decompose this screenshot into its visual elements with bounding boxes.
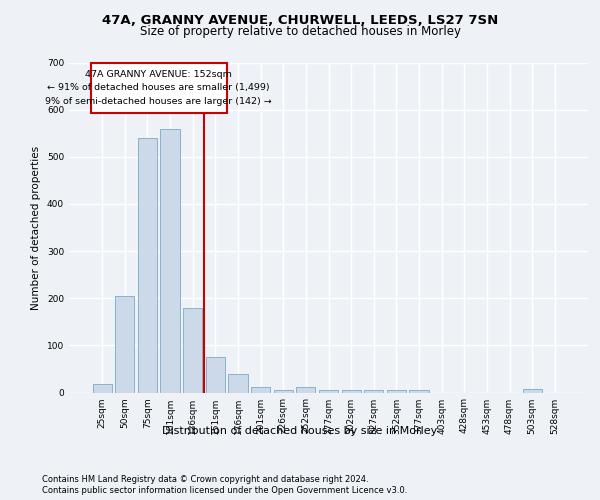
Bar [92, 384, 112, 392]
Text: Contains HM Land Registry data © Crown copyright and database right 2024.: Contains HM Land Registry data © Crown c… [42, 475, 368, 484]
FancyBboxPatch shape [91, 62, 227, 114]
Bar [341, 390, 361, 392]
Bar [138, 138, 157, 392]
Bar [183, 308, 202, 392]
Text: Contains public sector information licensed under the Open Government Licence v3: Contains public sector information licen… [42, 486, 407, 495]
Text: 47A GRANNY AVENUE: 152sqm
← 91% of detached houses are smaller (1,499)
9% of sem: 47A GRANNY AVENUE: 152sqm ← 91% of detac… [46, 70, 272, 106]
Bar [274, 390, 293, 392]
Bar [296, 387, 316, 392]
Bar [523, 388, 542, 392]
Text: 47A, GRANNY AVENUE, CHURWELL, LEEDS, LS27 7SN: 47A, GRANNY AVENUE, CHURWELL, LEEDS, LS2… [102, 14, 498, 27]
Text: Distribution of detached houses by size in Morley: Distribution of detached houses by size … [163, 426, 437, 436]
Bar [387, 390, 406, 392]
Bar [364, 390, 383, 392]
Bar [251, 387, 270, 392]
Bar [160, 128, 180, 392]
Bar [115, 296, 134, 392]
Bar [319, 390, 338, 392]
Text: Size of property relative to detached houses in Morley: Size of property relative to detached ho… [139, 25, 461, 38]
Bar [206, 357, 225, 392]
Y-axis label: Number of detached properties: Number of detached properties [31, 146, 41, 310]
Bar [229, 374, 248, 392]
Bar [409, 390, 428, 392]
